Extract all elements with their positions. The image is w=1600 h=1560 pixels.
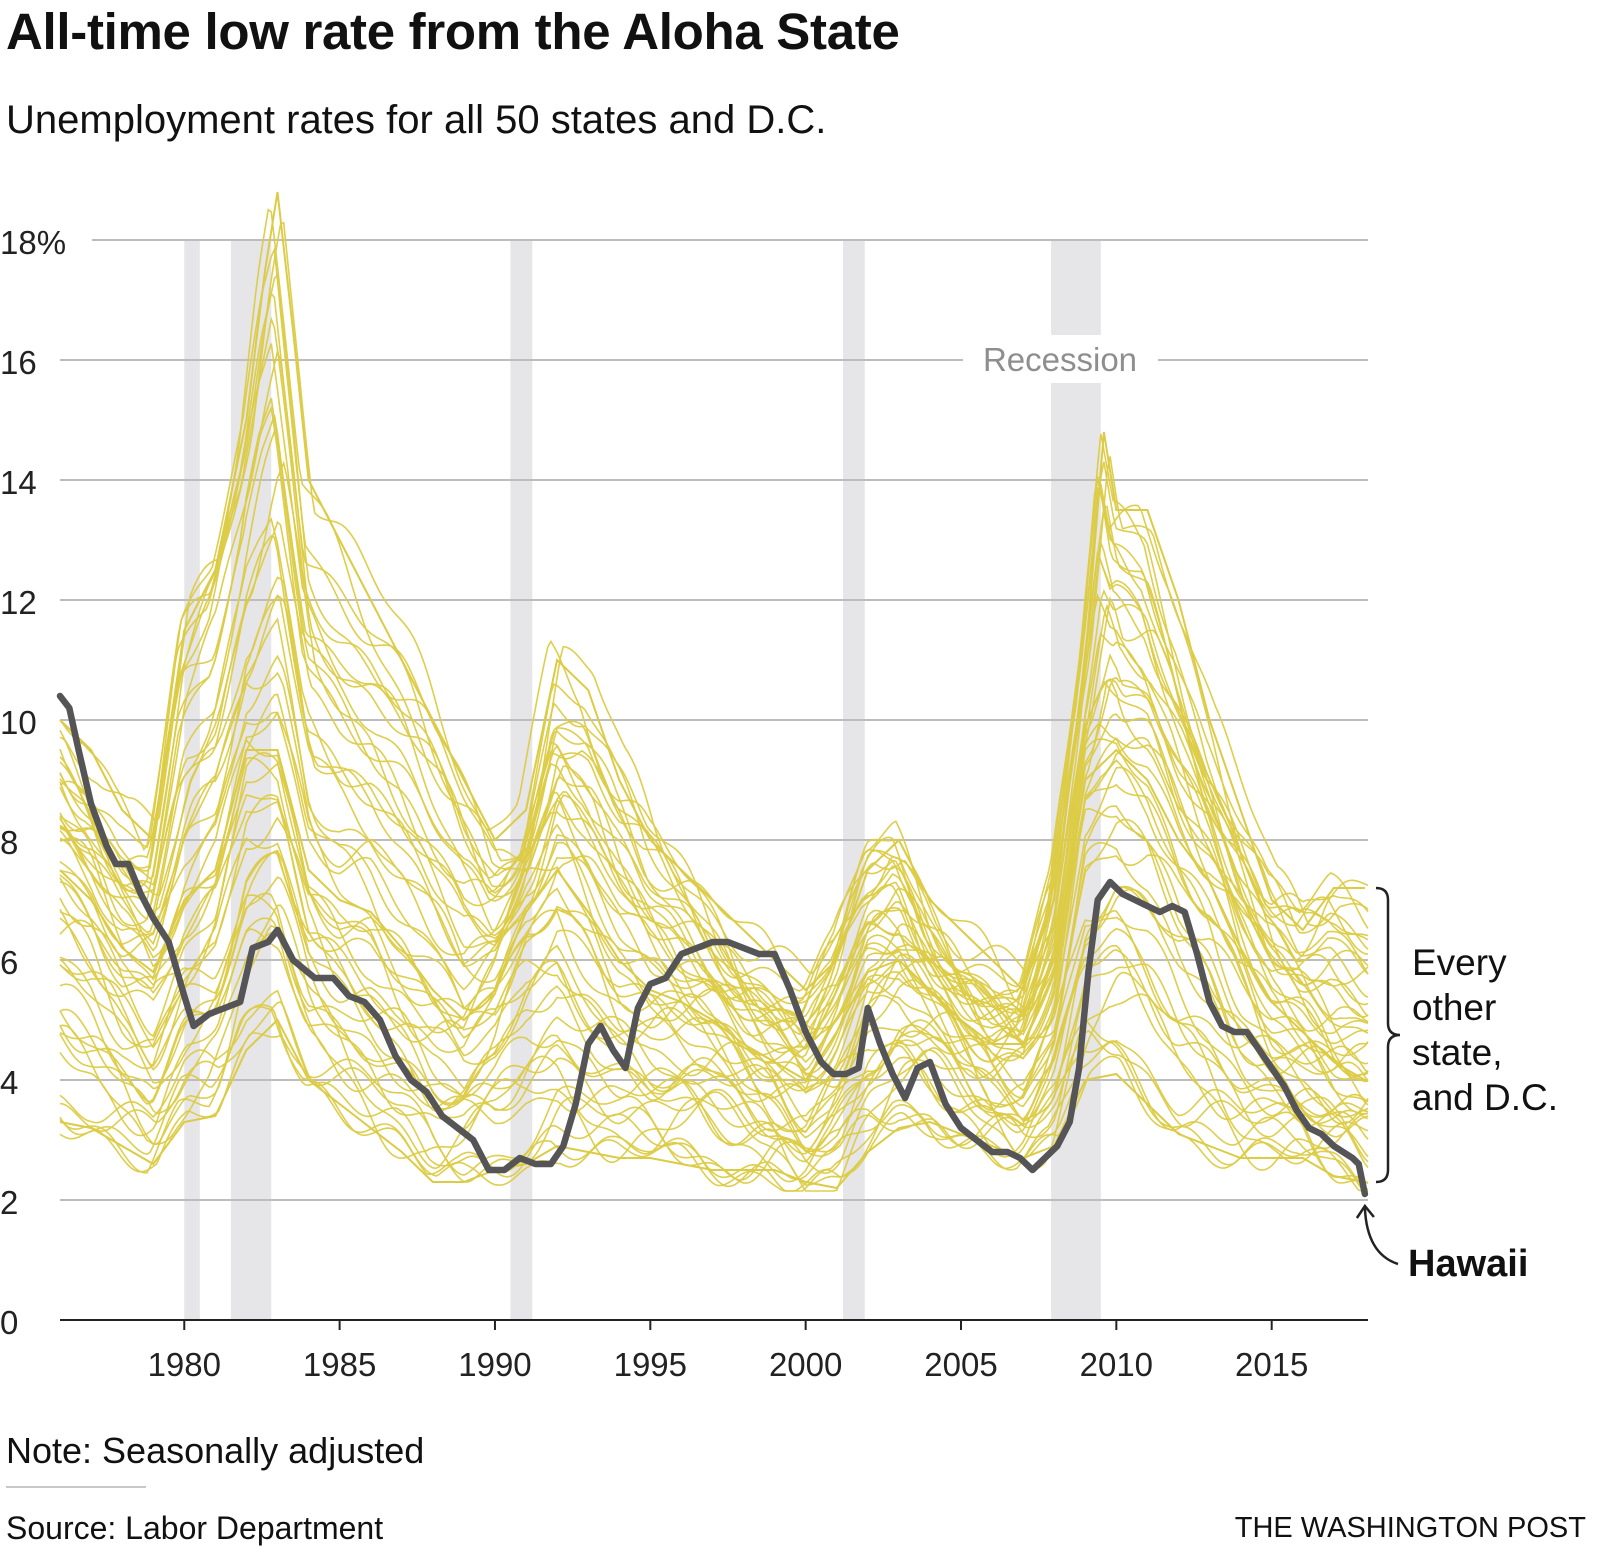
x-tick-label-2005: 2005	[924, 1346, 997, 1383]
others-label-line-3: state,	[1412, 1032, 1503, 1073]
chart-title: All-time low rate from the Aloha State	[6, 3, 900, 60]
other-state-line	[59, 535, 1369, 1058]
other-state-line	[59, 1000, 1369, 1184]
other-states-profile-line-2	[59, 748, 1366, 1082]
others-label-line-1: Every	[1412, 942, 1507, 983]
y-tick-label-12: 12	[0, 584, 37, 621]
x-tick-label-1995: 1995	[614, 1346, 687, 1383]
y-tick-label-14: 14	[0, 464, 37, 501]
note-divider	[6, 1486, 146, 1488]
other-state-line	[59, 517, 1369, 1054]
x-tick-label-1985: 1985	[303, 1346, 376, 1383]
x-tick-label-2015: 2015	[1235, 1346, 1308, 1383]
other-state-line	[59, 316, 1369, 1010]
other-state-line	[59, 414, 1369, 1005]
y-tick-label-16: 16	[0, 344, 37, 381]
hawaii-line	[56, 692, 1369, 1198]
x-tick-label-1990: 1990	[458, 1346, 531, 1383]
other-state-line	[59, 617, 1369, 1064]
recession-band-3	[510, 240, 533, 1320]
other-state-line	[59, 520, 1369, 1023]
other-state-line	[59, 989, 1369, 1185]
other-states-profile-line-3	[59, 1018, 1366, 1190]
chart-source: Source: Labor Department	[6, 1510, 384, 1546]
x-tick-label-2000: 2000	[769, 1346, 842, 1383]
other-state-line	[59, 928, 1369, 1183]
recession-label-knockout	[963, 335, 1158, 383]
y-tick-label-8: 8	[0, 824, 18, 861]
y-tick-label-6: 6	[0, 944, 18, 981]
other-state-line	[59, 291, 1369, 992]
other-state-line	[59, 904, 1369, 1175]
other-state-line	[59, 800, 1369, 1103]
other-state-line	[59, 246, 1369, 1017]
y-axis-ticks: 0 2 4 6 8 10 12 14 16 18%	[0, 224, 66, 1341]
y-tick-label-4: 4	[0, 1064, 18, 1101]
recession-label: Recession	[983, 341, 1137, 378]
hawaii-arrowhead-icon	[1355, 1203, 1375, 1219]
recession-label-group: Recession	[963, 335, 1158, 383]
other-state-line	[59, 397, 1369, 1036]
publisher-credit: THE WASHINGTON POST	[1234, 1512, 1586, 1544]
other-state-line	[59, 221, 1369, 975]
other-state-line	[59, 894, 1369, 1168]
other-state-line	[59, 816, 1369, 1125]
y-tick-label-0: 0	[0, 1304, 18, 1341]
other-state-line	[59, 793, 1369, 1153]
other-state-line	[59, 1005, 1369, 1192]
other-state-line	[59, 837, 1369, 1132]
y-tick-label-18: 18%	[0, 224, 66, 261]
other-state-line	[59, 892, 1369, 1163]
hawaii-line-group	[56, 692, 1369, 1198]
other-state-line	[59, 1032, 1368, 1192]
y-tick-label-10: 10	[0, 704, 37, 741]
chart-note: Note: Seasonally adjusted	[6, 1430, 425, 1471]
y-tick-label-2: 2	[0, 1184, 18, 1221]
x-axis-ticks: 1980 1985 1990 1995 2000 2005 2010 2015	[148, 1320, 1308, 1383]
x-tick-label-1980: 1980	[148, 1346, 221, 1383]
others-label-line-4: and D.C.	[1412, 1077, 1558, 1118]
other-state-line	[59, 738, 1369, 1099]
other-state-line	[59, 671, 1369, 1079]
other-state-line	[59, 654, 1369, 1075]
hawaii-pointer-arrow	[1363, 1207, 1399, 1266]
other-states-lines	[59, 191, 1369, 1192]
others-label-line-2: other	[1412, 987, 1496, 1028]
x-tick-label-2010: 2010	[1080, 1346, 1153, 1383]
others-bracket	[1375, 886, 1401, 1184]
other-states-profile-line-1	[59, 191, 1365, 992]
hawaii-label: Hawaii	[1408, 1243, 1528, 1285]
other-state-line	[59, 756, 1369, 1106]
chart-subtitle: Unemployment rates for all 50 states and…	[6, 98, 827, 142]
